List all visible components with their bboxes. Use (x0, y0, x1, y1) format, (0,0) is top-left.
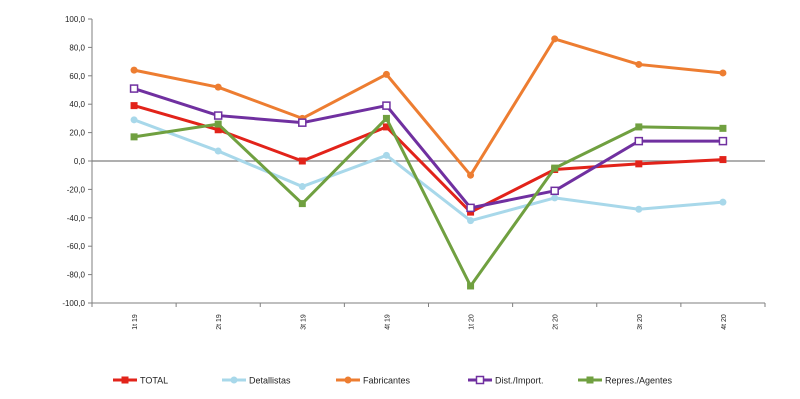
x-tick-label: 1t 19 (132, 314, 139, 330)
y-tick-label: 100,0 (65, 15, 86, 24)
data-point (467, 282, 475, 290)
data-point (635, 60, 643, 68)
x-tick-label: 3t 20 (637, 314, 644, 330)
legend-label: Repres./Agentes (605, 376, 673, 386)
data-point (382, 114, 390, 122)
data-point (466, 203, 475, 213)
legend-swatch-marker (586, 376, 594, 384)
y-tick-label: 40,0 (69, 100, 85, 109)
series-line (133, 87, 723, 210)
y-tick-label: -40,0 (67, 214, 86, 223)
legend: TOTAL Detallistas Fabricantes Dist./Import.… (113, 376, 673, 386)
data-point (382, 151, 390, 159)
data-point (130, 66, 138, 74)
legend-label: Detallistas (249, 376, 291, 386)
series-repres-agentes (130, 114, 727, 290)
series-layer (129, 35, 728, 290)
data-point (719, 69, 727, 77)
data-point (214, 147, 222, 155)
legend-label: Dist./Import. (495, 376, 544, 386)
series-line (133, 116, 723, 288)
data-point (467, 171, 475, 179)
x-tick-label: 3t 19 (300, 314, 307, 330)
y-tick-label: 60,0 (69, 72, 85, 81)
data-point (129, 84, 139, 93)
data-point (551, 194, 559, 202)
data-point (467, 208, 475, 216)
y-tick-label: 0,0 (74, 157, 86, 166)
data-point (214, 83, 222, 91)
legend-item: Repres./Agentes (578, 376, 673, 386)
legend-swatch-marker (121, 376, 129, 384)
series-detallistas (130, 116, 727, 225)
data-point (635, 123, 643, 131)
data-point (467, 217, 475, 225)
legend-swatch-marker (344, 376, 352, 384)
data-point (635, 205, 643, 213)
data-point (213, 111, 223, 120)
data-point (382, 123, 390, 131)
x-tick-label: 2t 19 (216, 314, 223, 330)
data-point (719, 198, 727, 206)
data-point (719, 156, 727, 164)
data-point (550, 186, 559, 196)
data-point (130, 133, 138, 141)
legend-label: Fabricantes (363, 376, 411, 386)
data-point (718, 136, 728, 146)
data-point (298, 183, 306, 191)
x-tick-label: 4t 19 (384, 314, 391, 330)
legend-label: TOTAL (140, 376, 168, 386)
y-tick-label: 20,0 (69, 129, 85, 138)
data-point (719, 124, 727, 132)
x-tick-label: 2t 20 (553, 314, 560, 330)
legend-swatch-marker (475, 375, 485, 385)
x-axis: 1t 19 2t 19 3t 19 4t 19 1t 20 2t 20 3t 20 4t 20 (91, 160, 766, 330)
legend-item: Fabricantes (336, 376, 411, 386)
x-tick-label: 4t 20 (721, 314, 728, 330)
legend-item: Dist./Import. (468, 376, 544, 386)
y-tick-label: 80,0 (69, 43, 85, 52)
y-tick-label: -60,0 (67, 242, 86, 251)
data-point (635, 160, 643, 168)
y-axis: 100,0 80,0 60,0 40,0 20,0 0,0 -20,0 -40,0 -60,0 -… (62, 15, 93, 308)
series-line (133, 104, 724, 214)
legend-swatch-marker (230, 376, 238, 384)
data-point (298, 118, 307, 127)
legend-item: Detallistas (222, 376, 291, 386)
data-point (214, 120, 222, 128)
legend-item: TOTAL (113, 376, 168, 386)
series-line (133, 118, 724, 223)
data-point (382, 70, 390, 78)
data-point (551, 35, 559, 43)
x-tick-label: 1t 20 (469, 314, 476, 330)
data-point (298, 200, 306, 208)
series-dist-import- (129, 84, 728, 213)
data-point (551, 164, 559, 172)
y-tick-label: -20,0 (67, 185, 86, 194)
data-point (214, 126, 222, 134)
y-tick-label: -80,0 (67, 271, 86, 280)
series-line (133, 37, 724, 177)
data-point (634, 136, 644, 146)
y-tick-label: -100,0 (62, 299, 85, 308)
data-point (130, 102, 138, 110)
data-point (382, 101, 391, 110)
data-point (130, 116, 138, 124)
data-point (298, 157, 306, 165)
